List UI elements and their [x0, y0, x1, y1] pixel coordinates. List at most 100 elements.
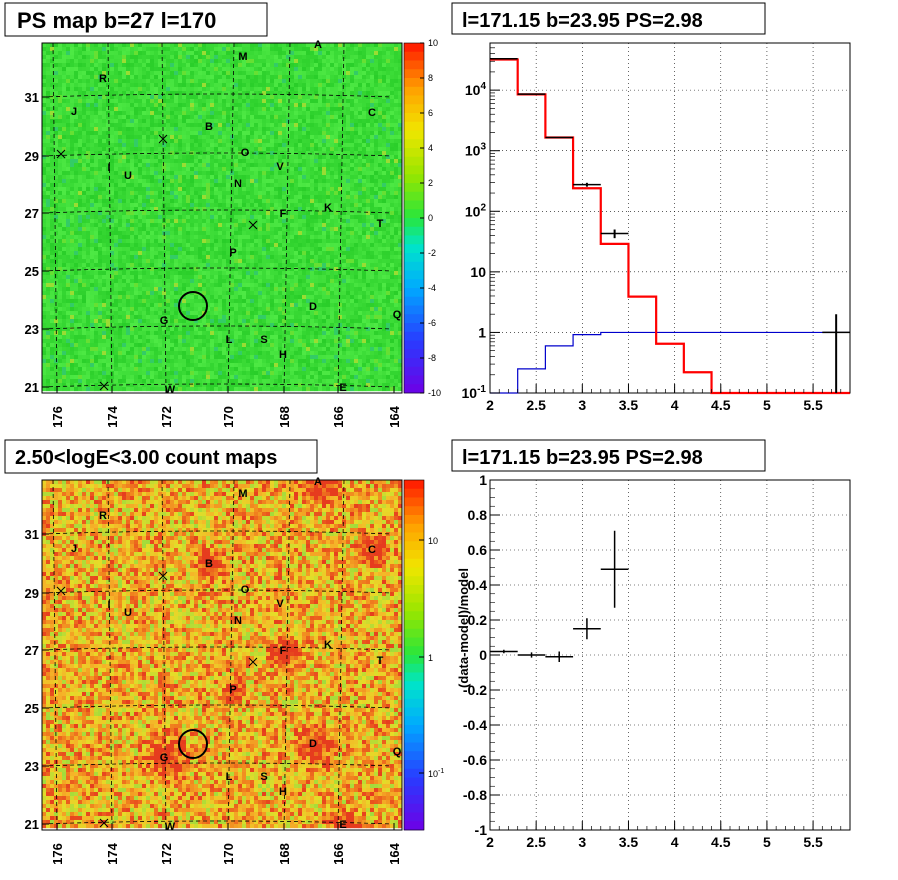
heatmap-cell: [302, 187, 307, 192]
heatmap-cell: [54, 195, 59, 200]
heatmap-cell: [90, 63, 95, 68]
heatmap-cell: [322, 227, 327, 232]
heatmap-cell: [158, 131, 163, 136]
heatmap-cell: [302, 75, 307, 80]
heatmap-cell: [154, 171, 159, 176]
heatmap-cell: [178, 203, 183, 208]
heatmap-cell: [54, 123, 59, 128]
heatmap-cell: [178, 107, 183, 112]
heatmap-cell: [246, 215, 251, 220]
heatmap-cell: [70, 55, 75, 60]
heatmap-cell: [314, 95, 319, 100]
heatmap-cell: [378, 91, 383, 96]
heatmap-cell: [342, 171, 347, 176]
heatmap-cell: [70, 223, 75, 228]
heatmap-cell: [134, 135, 139, 140]
heatmap-cell: [358, 103, 363, 108]
heatmap-cell: [114, 235, 119, 240]
heatmap-cell: [94, 131, 99, 136]
heatmap-cell: [238, 139, 243, 144]
heatmap-cell: [50, 211, 55, 216]
heatmap-cell: [226, 211, 231, 216]
heatmap-cell: [150, 115, 155, 120]
heatmap-cell: [150, 111, 155, 116]
heatmap-cell: [110, 131, 115, 136]
heatmap-cell: [178, 215, 183, 220]
heatmap-cell: [282, 127, 287, 132]
heatmap-cell: [90, 67, 95, 72]
heatmap-cell: [158, 71, 163, 76]
heatmap-cell: [358, 175, 363, 180]
heatmap-cell: [234, 171, 239, 176]
heatmap-cell: [118, 91, 123, 96]
heatmap-cell: [94, 151, 99, 156]
heatmap-cell: [118, 67, 123, 72]
heatmap-cell: [126, 207, 131, 212]
heatmap-cell: [62, 191, 67, 196]
heatmap-cell: [214, 175, 219, 180]
heatmap-cell: [318, 223, 323, 228]
heatmap-cell: [390, 215, 395, 220]
heatmap-cell: [162, 71, 167, 76]
heatmap-cell: [190, 123, 195, 128]
heatmap-cell: [118, 55, 123, 60]
heatmap-cell: [266, 75, 271, 80]
heatmap-cell: [250, 43, 255, 48]
heatmap-cell: [398, 91, 403, 96]
heatmap-cell: [66, 107, 71, 112]
heatmap-cell: [346, 231, 351, 236]
heatmap-cell: [318, 251, 323, 256]
heatmap-cell: [94, 195, 99, 200]
heatmap-cell: [238, 195, 243, 200]
heatmap-cell: [322, 75, 327, 80]
heatmap-cell: [202, 67, 207, 72]
heatmap-cell: [342, 183, 347, 188]
heatmap-cell: [398, 119, 403, 124]
heatmap-cell: [58, 71, 63, 76]
heatmap-cell: [318, 127, 323, 132]
heatmap-cell: [314, 79, 319, 84]
heatmap-cell: [366, 115, 371, 120]
heatmap-cell: [326, 243, 331, 248]
heatmap-cell: [258, 207, 263, 212]
heatmap-cell: [202, 195, 207, 200]
heatmap-cell: [242, 223, 247, 228]
heatmap-cell: [150, 175, 155, 180]
heatmap-cell: [214, 195, 219, 200]
heatmap-cell: [86, 143, 91, 148]
heatmap-cell: [226, 55, 231, 60]
heatmap-cell: [86, 147, 91, 152]
heatmap-cell: [214, 163, 219, 168]
heatmap-cell: [226, 99, 231, 104]
heatmap-cell: [86, 139, 91, 144]
heatmap-cell: [218, 219, 223, 224]
heatmap-cell: [126, 179, 131, 184]
heatmap-cell: [106, 195, 111, 200]
heatmap-cell: [166, 43, 171, 48]
heatmap-cell: [374, 115, 379, 120]
heatmap-cell: [146, 195, 151, 200]
heatmap-cell: [314, 211, 319, 216]
heatmap-cell: [334, 203, 339, 208]
heatmap-cell: [398, 251, 403, 256]
heatmap-cell: [206, 123, 211, 128]
heatmap-cell: [158, 99, 163, 104]
heatmap-cell: [210, 75, 215, 80]
heatmap-cell: [86, 83, 91, 88]
heatmap-cell: [286, 183, 291, 188]
heatmap-cell: [98, 195, 103, 200]
heatmap-cell: [74, 115, 79, 120]
heatmap-cell: [214, 191, 219, 196]
heatmap-cell: [374, 231, 379, 236]
heatmap-cell: [118, 223, 123, 228]
heatmap-cell: [326, 107, 331, 112]
heatmap-cell: [166, 167, 171, 172]
heatmap-cell: [222, 95, 227, 100]
heatmap-cell: [382, 203, 387, 208]
heatmap-cell: [238, 119, 243, 124]
heatmap-cell: [106, 251, 111, 256]
heatmap-cell: [134, 123, 139, 128]
heatmap-cell: [178, 123, 183, 128]
heatmap-cell: [186, 119, 191, 124]
heatmap-cell: [58, 227, 63, 232]
